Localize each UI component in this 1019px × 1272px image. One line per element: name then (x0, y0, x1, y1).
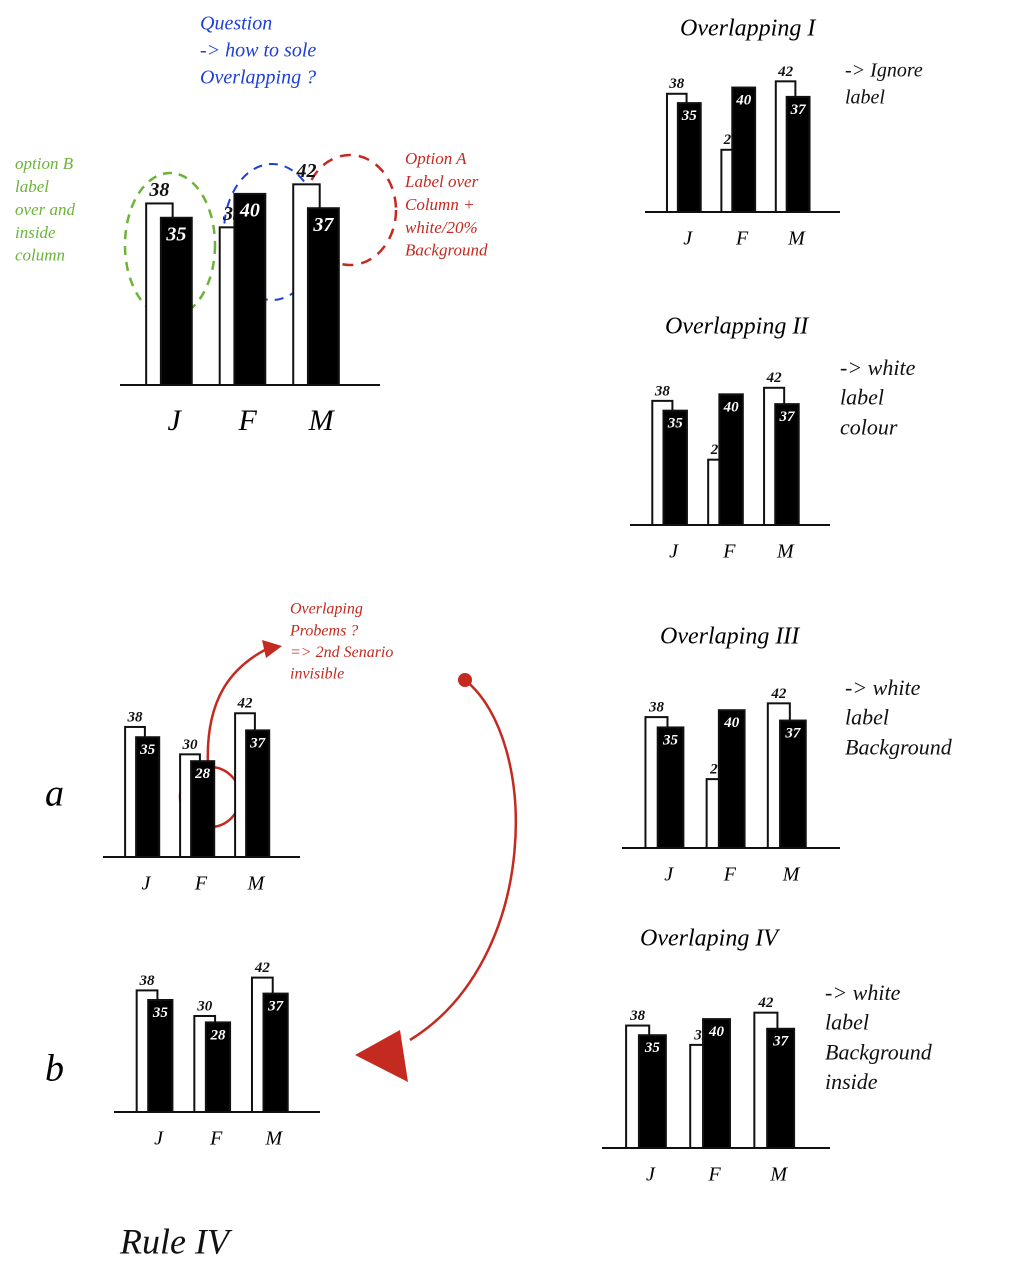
value-label: 42 (766, 370, 783, 386)
annotation: Question (200, 13, 272, 35)
x-tick-label: J (664, 864, 674, 886)
annotation: column (15, 246, 65, 265)
x-tick-label: F (707, 1164, 721, 1186)
value-label: 42 (770, 686, 787, 702)
value-label: 42 (777, 64, 794, 80)
annotation: -> white (840, 355, 916, 380)
x-tick-label: J (683, 228, 693, 250)
annotation: -> white (825, 980, 901, 1005)
x-tick-label: F (735, 228, 749, 250)
annotation: Overlapping ? (200, 67, 316, 89)
annotation: Rule IV (119, 1221, 233, 1261)
annotation: Probems ? (289, 622, 358, 639)
x-tick-label: M (769, 1164, 788, 1186)
value-label: 35 (681, 108, 698, 124)
value-label: 37 (784, 725, 801, 741)
value-label: 35 (139, 742, 156, 758)
value-label: 42 (295, 160, 316, 182)
x-tick-label: J (646, 1164, 656, 1186)
bar (234, 194, 265, 385)
annotation: label (840, 385, 884, 410)
value-label: 42 (237, 696, 254, 712)
value-label: 40 (723, 715, 740, 731)
annotation: => 2nd Senario (290, 644, 393, 661)
arrow-head (355, 1030, 408, 1082)
x-tick-label: M (247, 873, 266, 895)
x-tick-label: J (669, 541, 679, 563)
annotation: Background (825, 1039, 933, 1064)
value-label: 38 (654, 383, 671, 399)
x-tick-label: M (782, 864, 801, 886)
chart-title: Overlapping I (680, 16, 816, 42)
value-label: 37 (249, 735, 266, 751)
x-tick-label: F (237, 404, 257, 437)
annotation: inside (15, 223, 56, 242)
value-label: 40 (723, 399, 740, 415)
value-label: 38 (148, 179, 169, 201)
annotation: Background (405, 241, 488, 260)
value-label: 28 (194, 766, 211, 782)
value-label: 35 (644, 1040, 661, 1056)
annotation: option B (15, 154, 74, 173)
value-label: 38 (127, 709, 144, 725)
annotation: label (15, 177, 49, 196)
value-label: 37 (778, 409, 795, 425)
value-label: 35 (667, 416, 684, 432)
chart-title: Overlaping IV (640, 926, 780, 952)
value-label: 30 (182, 737, 199, 753)
x-tick-label: F (723, 864, 737, 886)
value-label: 42 (254, 960, 271, 976)
annotation: -> Ignore (845, 60, 923, 82)
value-label: 38 (629, 1008, 646, 1024)
value-label: 42 (757, 995, 774, 1011)
value-label: 37 (790, 102, 807, 118)
annotation: over and (15, 200, 75, 219)
x-tick-label: J (154, 1128, 164, 1150)
arrow-head (262, 640, 282, 658)
annotation: Option A (405, 149, 467, 168)
value-label: 35 (152, 1005, 169, 1021)
annotation: colour (840, 414, 898, 439)
value-label: 35 (662, 732, 679, 748)
value-label: 40 (239, 199, 260, 221)
x-tick-label: F (194, 873, 208, 895)
red-arrow (410, 680, 516, 1040)
value-label: 40 (735, 92, 752, 108)
x-tick-label: F (722, 541, 736, 563)
annotation: inside (825, 1069, 878, 1094)
annotation: Column + (405, 195, 475, 214)
value-label: 28 (209, 1027, 226, 1043)
annotation: -> how to sole (200, 40, 316, 62)
x-tick-label: M (776, 541, 795, 563)
value-label: 30 (196, 998, 213, 1014)
value-label: 38 (139, 973, 156, 989)
sketch: J3835F3340M4237Question-> how to soleOve… (0, 0, 1019, 1272)
value-label: 38 (668, 76, 685, 92)
annotation: label (845, 705, 889, 730)
chart-title: b (45, 1048, 64, 1090)
annotation: label (845, 87, 885, 109)
value-label: 37 (267, 999, 284, 1015)
annotation: label (825, 1010, 869, 1035)
chart-title: a (45, 773, 64, 815)
value-label: 38 (648, 700, 665, 716)
x-tick-label: J (167, 404, 182, 437)
annotation: invisible (290, 665, 344, 682)
annotation: Label over (404, 172, 479, 191)
annotation: -> white (845, 675, 921, 700)
chart-title: Overlaping III (660, 624, 800, 650)
annotation: white/20% (405, 218, 478, 237)
value-label: 37 (772, 1034, 789, 1050)
x-tick-label: J (142, 873, 152, 895)
x-tick-label: M (265, 1128, 284, 1150)
value-label: 37 (312, 214, 334, 236)
x-tick-label: M (308, 404, 336, 437)
value-label: 40 (708, 1024, 725, 1040)
x-tick-label: M (787, 228, 806, 250)
chart-title: Overlapping II (665, 314, 809, 340)
annotation: Background (845, 734, 953, 759)
value-label: 35 (165, 223, 186, 245)
annotation: Overlaping (290, 601, 363, 618)
x-tick-label: F (209, 1128, 223, 1150)
